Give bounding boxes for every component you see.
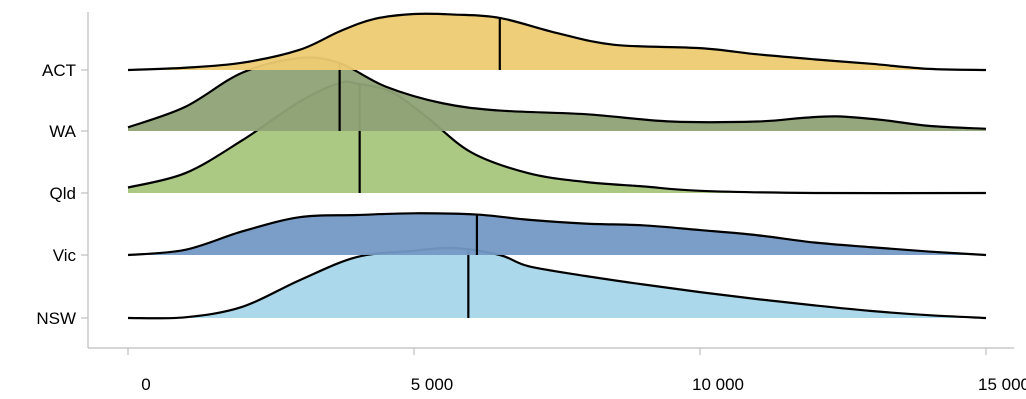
ridge-vic (127, 212, 987, 257)
density-curve-nsw (127, 246, 987, 320)
y-tick-label: WA (49, 122, 76, 141)
x-tick-label: 10 000 (692, 375, 744, 394)
x-axis: 0 5 000 10 000 15 000 (127, 348, 1026, 394)
ridges (127, 12, 987, 320)
density-fill-nsw (128, 247, 986, 319)
x-tick-label: 0 (141, 375, 150, 394)
y-tick-label: NSW (36, 309, 76, 328)
x-tick-label: 15 000 (978, 375, 1026, 394)
density-fill-vic (128, 213, 986, 255)
density-fill-wa (128, 57, 986, 132)
ridge-nsw (127, 246, 987, 320)
density-fill-act (128, 13, 986, 70)
y-tick-label: Vic (53, 246, 77, 265)
x-tick-label: 5 000 (411, 375, 454, 394)
y-axis: ACT WA Qld Vic NSW (36, 61, 88, 328)
density-curve-vic (127, 212, 987, 257)
ridge-act (127, 12, 987, 72)
y-tick-label: ACT (42, 61, 76, 80)
y-tick-label: Qld (50, 184, 76, 203)
